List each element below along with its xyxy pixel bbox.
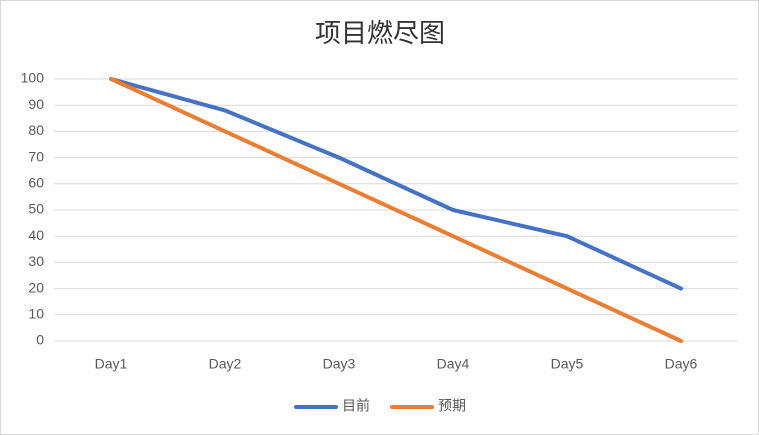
x-tick-label: Day3 — [323, 356, 356, 372]
y-tick-label: 90 — [28, 96, 44, 112]
x-tick-label: Day2 — [209, 356, 242, 372]
y-tick-label: 50 — [28, 201, 44, 217]
y-tick-label: 20 — [28, 279, 44, 295]
legend-label: 目前 — [342, 398, 370, 414]
x-tick-label: Day6 — [665, 356, 698, 372]
y-tick-label: 40 — [28, 227, 44, 243]
series-line — [109, 77, 683, 291]
y-tick-label: 30 — [28, 253, 44, 269]
y-tick-label: 0 — [36, 332, 44, 348]
x-tick-label: Day5 — [551, 356, 584, 372]
legend-label: 预期 — [438, 398, 466, 414]
y-tick-label: 60 — [28, 175, 44, 191]
y-tick-label: 70 — [28, 148, 44, 164]
x-tick-label: Day1 — [95, 356, 128, 372]
chart-title: 项目燃尽图 — [315, 19, 445, 49]
series-line — [109, 77, 683, 343]
x-tick-label: Day4 — [437, 356, 470, 372]
y-tick-label: 100 — [21, 70, 45, 86]
y-tick-label: 80 — [28, 122, 44, 138]
y-tick-label: 10 — [28, 306, 44, 322]
